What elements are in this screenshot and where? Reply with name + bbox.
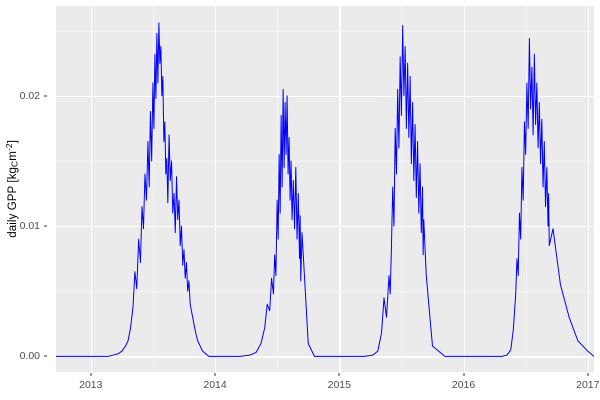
x-tick-mark <box>214 373 216 376</box>
plot-panel <box>56 6 594 372</box>
gridline-major-vertical <box>587 6 590 372</box>
gridline-major-horizontal <box>56 95 594 98</box>
gridline-major-vertical <box>463 6 465 372</box>
series-line-daily-gpp <box>56 22 594 357</box>
y-tick-mark <box>44 355 47 357</box>
gridline-minor-horizontal <box>56 291 594 292</box>
x-tick-label: 2017 <box>576 379 600 391</box>
gridline-minor-vertical <box>152 6 154 372</box>
x-tick-label: 2015 <box>327 379 351 391</box>
x-tick-label: 2013 <box>79 379 103 391</box>
gridline-minor-vertical <box>525 6 527 372</box>
series-layer <box>56 22 594 357</box>
gridline-minor-vertical <box>401 6 403 372</box>
gridline-major-vertical <box>90 6 93 372</box>
gridline-major-horizontal <box>56 226 594 228</box>
x-tick-mark <box>463 373 465 376</box>
y-tick-label: 0.02 <box>19 89 40 102</box>
gridline-minor-horizontal <box>56 30 594 32</box>
x-tick-mark <box>587 373 589 376</box>
y-axis-ticks: 0.00 0.01 0.02 <box>0 0 50 400</box>
gridline-major-vertical <box>339 6 341 372</box>
y-tick-mark <box>44 95 47 97</box>
x-tick-mark <box>90 373 92 376</box>
gridline-minor-horizontal <box>56 160 594 162</box>
y-tick-mark <box>44 225 47 227</box>
gridline-major-horizontal <box>56 356 594 358</box>
gridline-major-vertical <box>215 6 217 372</box>
y-tick-label: 0.00 <box>19 350 40 363</box>
x-tick-label: 2014 <box>203 379 227 391</box>
y-tick-label: 0.01 <box>19 220 40 233</box>
x-tick-mark <box>338 373 340 376</box>
x-tick-label: 2016 <box>451 379 476 391</box>
gridline-minor-vertical <box>277 6 278 372</box>
